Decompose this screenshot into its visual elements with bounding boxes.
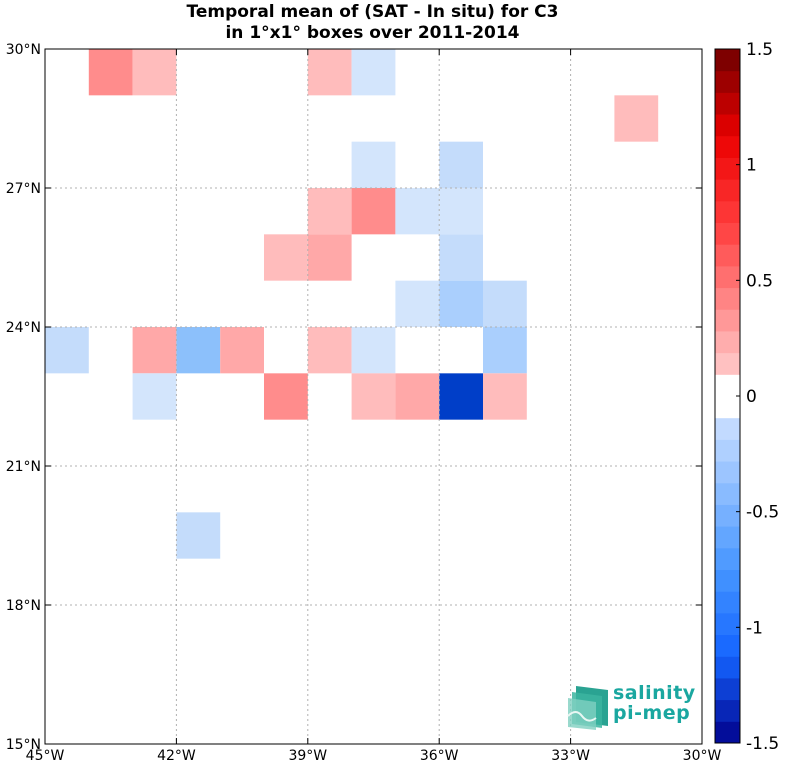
data-cell xyxy=(132,373,177,420)
data-cell xyxy=(351,327,396,374)
colorbar-segment xyxy=(715,287,740,310)
colorbar-tick-label: 1.5 xyxy=(746,40,773,60)
x-tick-label: 36°W xyxy=(420,748,459,763)
colorbar-segment xyxy=(715,612,740,636)
cells-layer xyxy=(45,49,659,559)
y-tick-label: 30°N xyxy=(6,42,41,58)
data-cell xyxy=(351,373,396,420)
colorbar-segment xyxy=(715,461,740,484)
x-tick-label: 42°W xyxy=(157,748,196,763)
colorbar-segment xyxy=(715,70,740,93)
colorbar-segment xyxy=(715,569,740,592)
logo-text-salinity: salinity xyxy=(613,682,696,704)
colorbar-segment xyxy=(715,222,740,245)
y-tick-label: 18°N xyxy=(6,598,41,614)
data-cell xyxy=(483,373,527,420)
data-cell xyxy=(483,280,527,327)
data-cell xyxy=(439,234,483,281)
data-cell xyxy=(483,327,527,374)
data-cell xyxy=(264,373,308,420)
salinity-pimep-logo: salinity pi-mep xyxy=(566,682,696,732)
colorbar-tick-label: -1 xyxy=(746,618,763,638)
data-cell xyxy=(307,234,352,281)
y-tick-label: 15°N xyxy=(6,737,41,753)
chart-subtitle: in 1°x1° boxes over 2011-2014 xyxy=(225,23,520,43)
ticks-layer: 45°W 42°W 39°W 36°W 33°W 30°W 15°N 18°N 21°N 24°N… xyxy=(6,42,722,763)
wave-logo-icon xyxy=(567,686,608,730)
x-tick-label: 45°W xyxy=(26,748,65,763)
data-cell xyxy=(88,49,133,96)
colorbar-segment xyxy=(715,417,740,440)
data-cell xyxy=(176,327,221,374)
colorbar-segment xyxy=(715,352,740,375)
colorbar-segment xyxy=(715,49,740,72)
colorbar-segment xyxy=(715,135,740,158)
data-cell xyxy=(395,280,440,327)
data-cell xyxy=(395,373,440,420)
colorbar-segment xyxy=(715,396,740,419)
chart-title-block: Temporal mean of (SAT - In situ) for C3 … xyxy=(0,2,745,44)
colorbar-segment xyxy=(715,309,740,332)
data-cell xyxy=(351,188,396,235)
y-tick-label: 21°N xyxy=(6,459,41,475)
colorbar-segment xyxy=(715,699,740,722)
data-cell xyxy=(132,49,177,96)
logo-text-pimep: pi-mep xyxy=(613,702,691,724)
data-cell xyxy=(351,141,396,188)
colorbar-segment xyxy=(715,439,740,462)
colorbar-segment xyxy=(715,179,740,202)
data-cell xyxy=(614,95,659,142)
data-cell xyxy=(307,188,352,235)
colorbar-segment xyxy=(715,721,740,744)
data-cell xyxy=(176,512,221,559)
colorbar-tick-label: 0.5 xyxy=(746,271,773,291)
data-cell xyxy=(351,49,396,96)
data-cell xyxy=(439,373,483,420)
chart-title: Temporal mean of (SAT - In situ) for C3 xyxy=(186,2,559,22)
data-cell xyxy=(439,280,483,327)
data-cell xyxy=(307,49,352,96)
colorbar-segment xyxy=(715,591,740,614)
colorbar-tick-label: 0 xyxy=(746,387,757,407)
colorbar-segment xyxy=(715,114,740,137)
colorbar-segment xyxy=(715,677,740,701)
x-tick-label: 39°W xyxy=(288,748,327,763)
colorbar-segment xyxy=(715,330,740,354)
colorbar-segment xyxy=(715,547,740,570)
plot-frame xyxy=(44,48,703,745)
colorbar-segment xyxy=(715,526,740,549)
colorbar-tick-label: -1.5 xyxy=(746,734,779,754)
colorbar-tick-label: 1 xyxy=(746,156,757,176)
y-tick-label: 24°N xyxy=(6,320,41,336)
colorbar-segment xyxy=(715,482,740,505)
data-cell xyxy=(220,327,264,374)
colorbar-segment xyxy=(715,157,740,180)
colorbar-segment xyxy=(715,200,740,223)
colorbar-segment xyxy=(715,265,740,289)
data-cell xyxy=(307,327,352,374)
colorbar-segment xyxy=(715,656,740,679)
x-tick-label: 30°W xyxy=(683,748,722,763)
data-cell xyxy=(439,141,483,188)
colorbar-segment xyxy=(715,374,740,397)
data-cell xyxy=(439,188,483,235)
colorbar: 1.5 1 0.5 0 -0.5 -1 -1.5 xyxy=(714,40,779,754)
data-cell xyxy=(132,327,177,374)
colorbar-segment xyxy=(715,244,740,267)
y-tick-label: 27°N xyxy=(6,181,41,197)
data-cell xyxy=(45,327,89,374)
colorbar-tick-label: -0.5 xyxy=(746,503,779,523)
grid-layer xyxy=(45,49,702,744)
colorbar-segment xyxy=(715,634,740,657)
data-cell xyxy=(395,188,440,235)
data-cell xyxy=(264,234,308,281)
colorbar-segment xyxy=(715,504,740,527)
x-tick-label: 33°W xyxy=(551,748,590,763)
colorbar-segment xyxy=(715,92,740,115)
